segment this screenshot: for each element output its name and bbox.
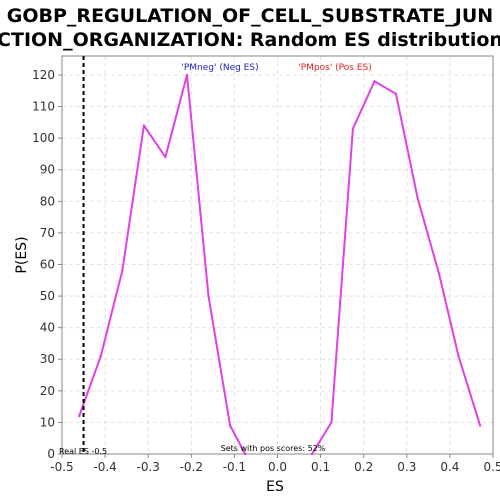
series-0-point-8 xyxy=(243,452,247,456)
series-1-point-3 xyxy=(373,80,376,83)
x-tick-label-8: 0.3 xyxy=(397,460,416,474)
x-axis-ticks: -0.5 -0.4 -0.3 -0.2 -0.1 0.0 0.1 0.2 0.3 0.4 0.5 xyxy=(50,454,500,474)
chart-title-line-2: CTION_ORGANIZATION: Random ES distributi… xyxy=(0,29,500,51)
x-tick-label-5: 0.0 xyxy=(268,460,287,474)
series-1-point-7 xyxy=(457,354,460,358)
legend-pos-es: 'PMpos' (Pos ES) xyxy=(298,63,372,73)
x-tick-label-9: 0.4 xyxy=(440,460,459,474)
y-tick-label-7: 70 xyxy=(40,226,55,240)
series-1-point-4 xyxy=(394,92,398,96)
y-tick-label-10: 100 xyxy=(32,131,55,145)
series-0-point-2 xyxy=(121,269,124,272)
chart-title-line-1: GOBP_REGULATION_OF_CELL_SUBSTRATE_JUN xyxy=(7,5,493,27)
x-tick-label-0: -0.5 xyxy=(50,460,73,474)
x-tick-label-3: -0.2 xyxy=(180,460,203,474)
series-1-point-6 xyxy=(437,272,441,276)
real-es-label: Real ES -0.5 xyxy=(59,447,107,456)
x-tick-label-1: -0.4 xyxy=(93,460,116,474)
y-tick-label-12: 120 xyxy=(32,68,55,82)
y-axis-ticks: 0 10 20 30 40 50 60 70 80 90 100 110 120 xyxy=(32,68,62,461)
series-0-point-4 xyxy=(164,155,167,159)
series-0-point-6 xyxy=(207,294,210,298)
x-tick-label-7: 0.2 xyxy=(354,460,373,474)
series-1-point-1 xyxy=(330,421,333,424)
x-axis-label: ES xyxy=(266,479,284,495)
series-group xyxy=(78,73,482,456)
y-tick-label-6: 60 xyxy=(40,257,55,271)
y-tick-label-2: 20 xyxy=(40,384,55,398)
y-tick-label-0: 0 xyxy=(47,447,55,461)
series-0-point-1 xyxy=(99,354,102,358)
series-0-point-7 xyxy=(228,424,232,427)
x-tick-label-6: 0.1 xyxy=(311,460,330,474)
series-1-point-2 xyxy=(351,127,355,130)
series-0-point-3 xyxy=(142,124,146,127)
y-tick-label-1: 10 xyxy=(40,415,55,429)
x-tick-label-4: -0.1 xyxy=(223,460,246,474)
series-0-point-5 xyxy=(185,73,189,77)
y-tick-label-8: 80 xyxy=(40,194,55,208)
y-tick-label-11: 110 xyxy=(32,100,55,114)
x-tick-label-2: -0.3 xyxy=(136,460,159,474)
x-tick-label-10: 0.5 xyxy=(483,460,500,474)
legend-neg-es: 'PMneg' (Neg ES) xyxy=(181,63,258,73)
series-1-point-5 xyxy=(416,196,419,200)
y-tick-label-4: 40 xyxy=(40,321,55,335)
pos-scores-annotation: Sets with pos scores: 52% xyxy=(221,444,326,453)
y-tick-label-9: 90 xyxy=(40,163,55,177)
series-0-point-0 xyxy=(78,414,81,418)
y-tick-label-5: 50 xyxy=(40,289,55,303)
y-axis-label: P(ES) xyxy=(14,236,30,273)
series-1-point-8 xyxy=(478,424,482,427)
series-1-point-0 xyxy=(310,452,314,456)
y-tick-label-3: 30 xyxy=(40,352,55,366)
